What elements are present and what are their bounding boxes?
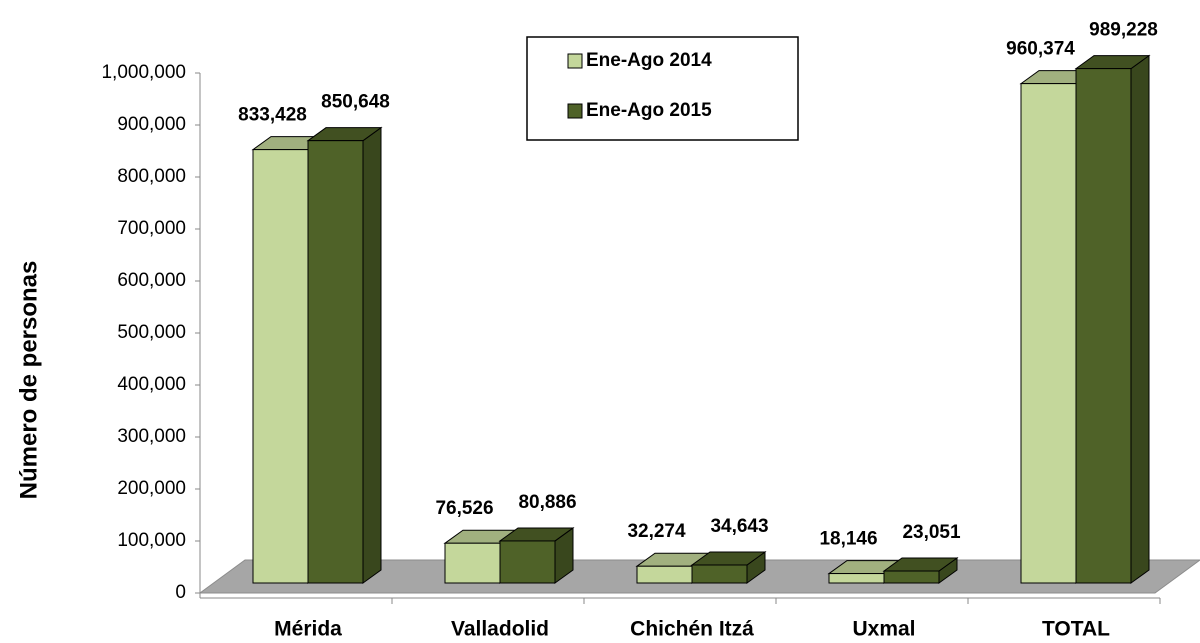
y-tick-label: 100,000 [117,530,186,551]
bar-front [499,540,556,584]
bar [690,551,767,584]
data-label: 23,051 [902,522,961,543]
data-label: 833,428 [238,105,307,126]
bar-front [307,140,364,584]
bar [306,126,383,584]
y-tick-label: 1,000,000 [101,62,186,83]
bar-front [691,564,748,584]
data-label: 18,146 [819,529,877,550]
x-tick-label: Chichén Itzá [630,618,754,641]
x-tick-label: Mérida [274,618,342,641]
bar-front [1075,68,1132,584]
y-tick-label: 500,000 [117,322,186,343]
y-axis-label: Número de personas [15,261,42,500]
bar-side [362,126,382,584]
data-label: 34,643 [710,516,768,537]
y-tick-label: 600,000 [117,270,186,291]
bar [498,526,575,584]
y-tick-label: 0 [175,582,186,603]
legend-label: Ene-Ago 2014 [586,50,712,71]
y-tick-label: 300,000 [117,426,186,447]
data-label: 80,886 [518,492,576,513]
bar-front [828,573,885,584]
y-tick-label: 700,000 [117,218,186,239]
bar-front [1020,83,1077,584]
y-tick-label: 800,000 [117,166,186,187]
bar-front [883,570,940,584]
data-label: 960,374 [1006,39,1075,60]
data-label: 850,648 [321,92,390,113]
bar [1074,54,1151,584]
legend-label: Ene-Ago 2015 [586,100,712,121]
x-tick-label: TOTAL [1042,618,1110,641]
legend-swatch [567,53,583,69]
bar [882,557,959,584]
x-tick-label: Valladolid [451,618,549,641]
legend-swatch [567,103,583,119]
bar-front [444,542,501,584]
data-label: 76,526 [435,498,493,519]
y-tick-label: 400,000 [117,374,186,395]
bar-front [252,149,309,584]
x-tick-label: Uxmal [852,618,915,641]
y-tick-label: 200,000 [117,478,186,499]
y-tick-label: 900,000 [117,114,186,135]
bar-side [1130,54,1150,584]
bar-front [636,565,693,584]
data-label: 989,228 [1089,20,1158,41]
data-label: 32,274 [627,521,686,542]
